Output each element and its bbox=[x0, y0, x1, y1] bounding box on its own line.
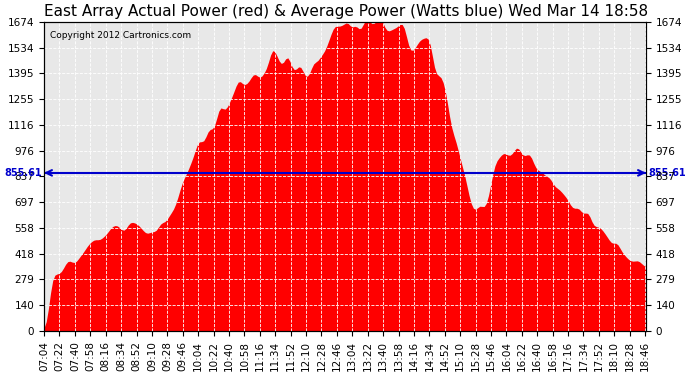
Text: 855.61: 855.61 bbox=[649, 168, 686, 178]
Text: 855.61: 855.61 bbox=[4, 168, 41, 178]
Text: East Array Actual Power (red) & Average Power (Watts blue) Wed Mar 14 18:58: East Array Actual Power (red) & Average … bbox=[44, 4, 648, 19]
Text: Copyright 2012 Cartronics.com: Copyright 2012 Cartronics.com bbox=[50, 31, 191, 40]
